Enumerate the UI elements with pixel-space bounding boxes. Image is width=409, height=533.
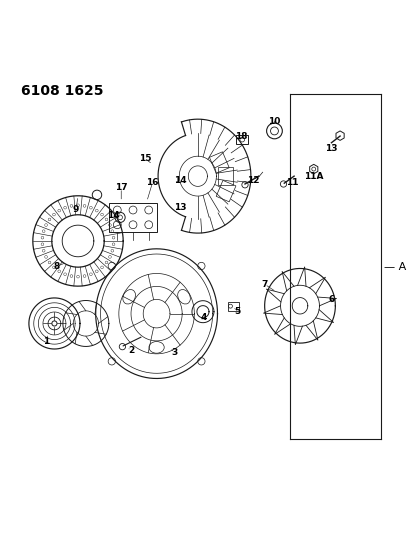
Bar bbox=[227, 302, 239, 311]
Text: 4: 4 bbox=[200, 313, 207, 322]
Text: 17: 17 bbox=[115, 183, 127, 192]
Text: 18: 18 bbox=[234, 132, 247, 141]
Text: 11: 11 bbox=[285, 177, 298, 187]
Text: 15: 15 bbox=[138, 154, 151, 163]
Text: 11A: 11A bbox=[303, 172, 323, 181]
Text: 13: 13 bbox=[324, 144, 337, 153]
Text: 2: 2 bbox=[128, 346, 134, 356]
Text: 1: 1 bbox=[43, 337, 49, 346]
Text: 5: 5 bbox=[234, 307, 240, 316]
Bar bbox=[209, 152, 229, 173]
Text: 14: 14 bbox=[173, 175, 186, 184]
Text: 6: 6 bbox=[328, 295, 334, 304]
Text: 14: 14 bbox=[107, 211, 119, 220]
Bar bbox=[236, 135, 247, 144]
Text: 8: 8 bbox=[53, 262, 59, 271]
Bar bbox=[216, 180, 235, 202]
Bar bbox=[218, 167, 232, 185]
Text: 6108 1625: 6108 1625 bbox=[21, 84, 103, 98]
Bar bbox=[109, 203, 156, 232]
Text: 9: 9 bbox=[73, 205, 79, 214]
Text: 3: 3 bbox=[171, 349, 177, 358]
Text: 10: 10 bbox=[267, 117, 280, 126]
Text: — A: — A bbox=[384, 262, 406, 271]
Text: 12: 12 bbox=[246, 175, 258, 184]
Text: 13: 13 bbox=[173, 203, 186, 212]
Text: 7: 7 bbox=[261, 280, 267, 289]
Text: 16: 16 bbox=[146, 177, 159, 187]
